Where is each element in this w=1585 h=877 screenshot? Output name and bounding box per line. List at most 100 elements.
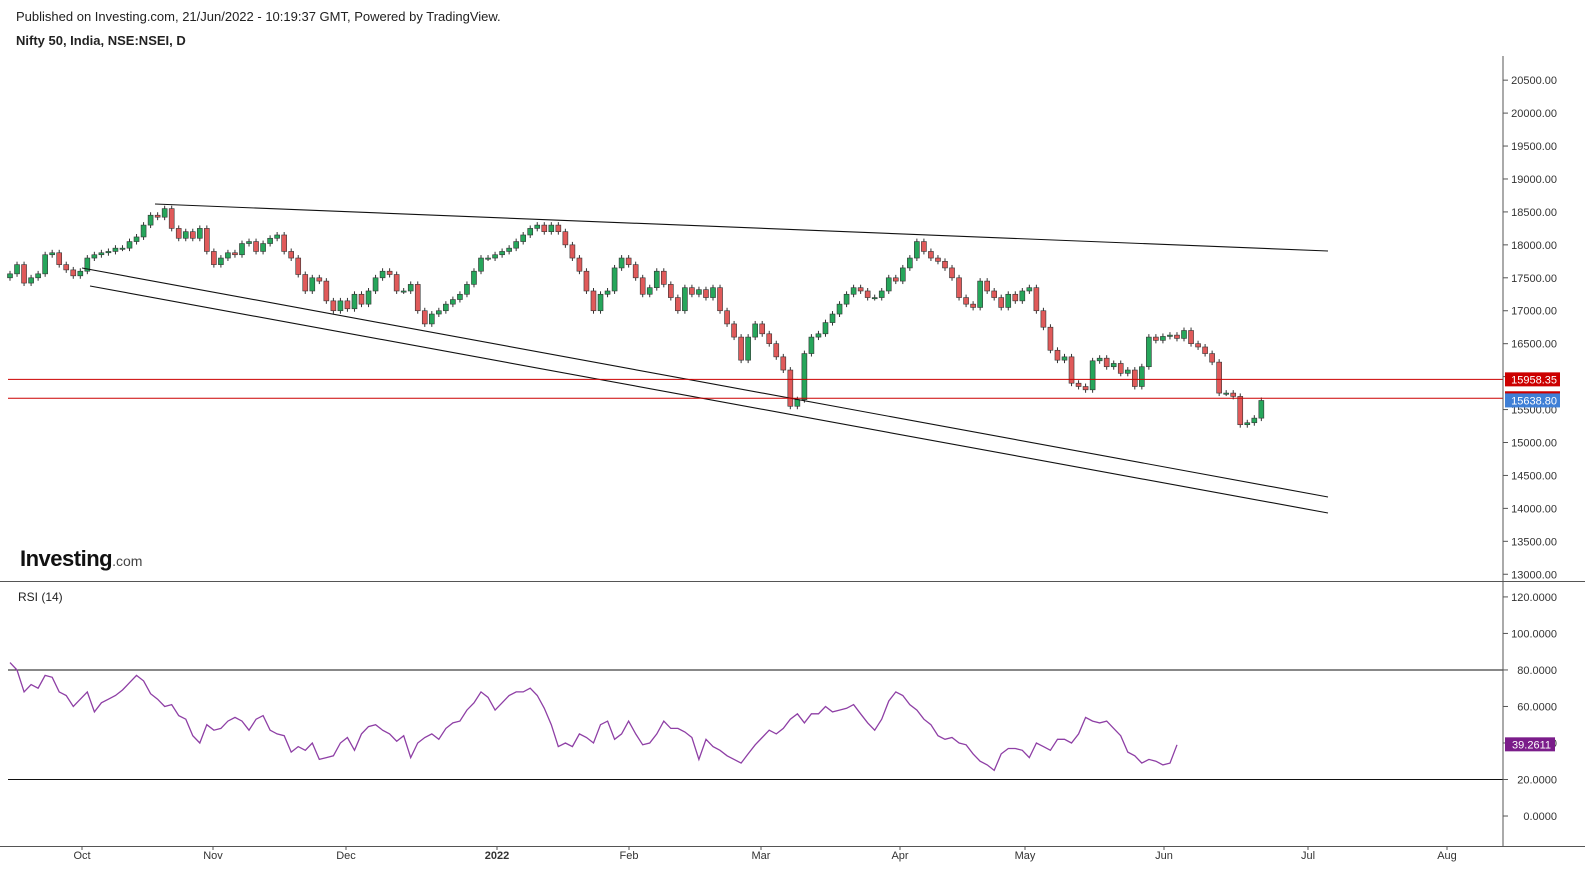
candle-up <box>14 264 20 275</box>
candle-up <box>436 310 442 315</box>
candle-down <box>204 228 210 252</box>
candle-down <box>1202 346 1208 354</box>
candle-down <box>970 303 976 308</box>
candle-up <box>597 293 604 312</box>
price-tick-label: 17500.00 <box>1511 273 1557 285</box>
candle-up <box>1160 336 1166 341</box>
candle-up <box>443 303 449 312</box>
candle-up <box>808 336 815 354</box>
candle-up <box>1061 356 1068 361</box>
candle-down <box>1068 356 1075 384</box>
rsi-tick-label: 60.0000 <box>1517 701 1557 713</box>
candle-down <box>253 241 259 252</box>
candle-up <box>513 241 519 249</box>
candle-up <box>91 254 98 259</box>
candle-up <box>84 257 91 272</box>
candle-up <box>822 322 829 335</box>
price-tick-label: 17000.00 <box>1511 306 1557 318</box>
candle-down <box>1117 363 1124 374</box>
candle-up <box>520 234 526 242</box>
candle-down <box>625 257 632 265</box>
candle-down <box>780 356 787 371</box>
candle-up <box>400 290 407 293</box>
candle-up <box>611 267 618 292</box>
candle-down <box>963 297 969 305</box>
candle-down <box>1103 357 1110 368</box>
logo-suffix: .com <box>112 553 143 569</box>
time-tick-label: May <box>1015 850 1036 862</box>
candle-down <box>1188 330 1194 344</box>
candle-up <box>850 287 857 295</box>
candle-up <box>28 277 34 284</box>
candle-down <box>703 289 709 298</box>
price-tick-label: 18000.00 <box>1511 240 1557 252</box>
rsi-tick-label: 120.0000 <box>1511 592 1557 604</box>
time-tick-label: Jun <box>1155 850 1173 862</box>
candle-up <box>977 280 983 308</box>
candle-up <box>246 241 252 244</box>
candle-down <box>717 287 723 312</box>
candle-down <box>773 343 780 358</box>
candle-up <box>260 243 266 252</box>
candle-down <box>921 241 927 252</box>
candle-up <box>1026 287 1033 292</box>
candle-up <box>161 208 168 218</box>
candle-up <box>182 231 189 239</box>
candle-down <box>1153 336 1159 341</box>
candle-up <box>618 257 625 269</box>
time-tick-label: Dec <box>336 850 356 862</box>
candle-up <box>653 270 660 288</box>
candle-down <box>295 257 302 275</box>
candle-up <box>836 303 843 315</box>
published-caption: Published on Investing.com, 21/Jun/2022 … <box>16 9 501 24</box>
candle-up <box>534 224 541 229</box>
rsi-tick-label: 80.0000 <box>1517 665 1557 677</box>
candle-up <box>464 284 470 295</box>
candle-down <box>949 267 955 279</box>
rsi-value-label: 39.2611 <box>1512 739 1551 751</box>
candle-down <box>864 290 871 298</box>
candle-down <box>1216 361 1222 394</box>
candle-up <box>372 277 379 292</box>
candle-down <box>928 251 934 259</box>
candle-down <box>414 284 421 312</box>
price-tick-label: 16500.00 <box>1511 339 1557 351</box>
candle-up <box>49 252 55 256</box>
candle-up <box>885 277 892 292</box>
channel-line-lower <box>89 285 1329 514</box>
candle-down <box>935 257 941 262</box>
candle-down <box>288 251 295 259</box>
time-tick-label: Nov <box>203 850 223 862</box>
candle-down <box>1040 310 1047 328</box>
price-tick-label: 13500.00 <box>1511 536 1557 548</box>
level-badge-label: 15958.35 <box>1511 374 1557 386</box>
candle-up <box>147 214 154 226</box>
channel-line-upper <box>81 267 1329 498</box>
candle-down <box>1054 349 1061 361</box>
candle-up <box>745 336 751 361</box>
candle-up <box>527 228 534 236</box>
symbol-title: Nifty 50, India, NSE:NSEI, D <box>16 33 186 48</box>
candle-up <box>478 257 484 272</box>
candle-down <box>731 323 737 338</box>
rsi-pane <box>8 662 1503 780</box>
candle-up <box>225 252 231 259</box>
candle-up <box>506 247 512 252</box>
candle-up <box>7 273 13 279</box>
candle-down <box>323 280 330 302</box>
candle-down <box>232 252 238 256</box>
candle-down <box>1082 386 1089 391</box>
candle-up <box>119 247 126 250</box>
candle-up <box>450 299 456 305</box>
candle-down <box>211 251 217 265</box>
candle-up <box>548 224 555 232</box>
candle-down <box>759 323 766 335</box>
candle-up <box>871 297 878 300</box>
candle-up <box>126 241 133 249</box>
candle-up <box>646 287 653 295</box>
candle-up <box>1258 400 1265 419</box>
candle-down <box>358 293 365 305</box>
candle-down <box>1047 326 1054 351</box>
candle-down <box>1174 334 1180 339</box>
candle-up <box>1181 330 1187 339</box>
